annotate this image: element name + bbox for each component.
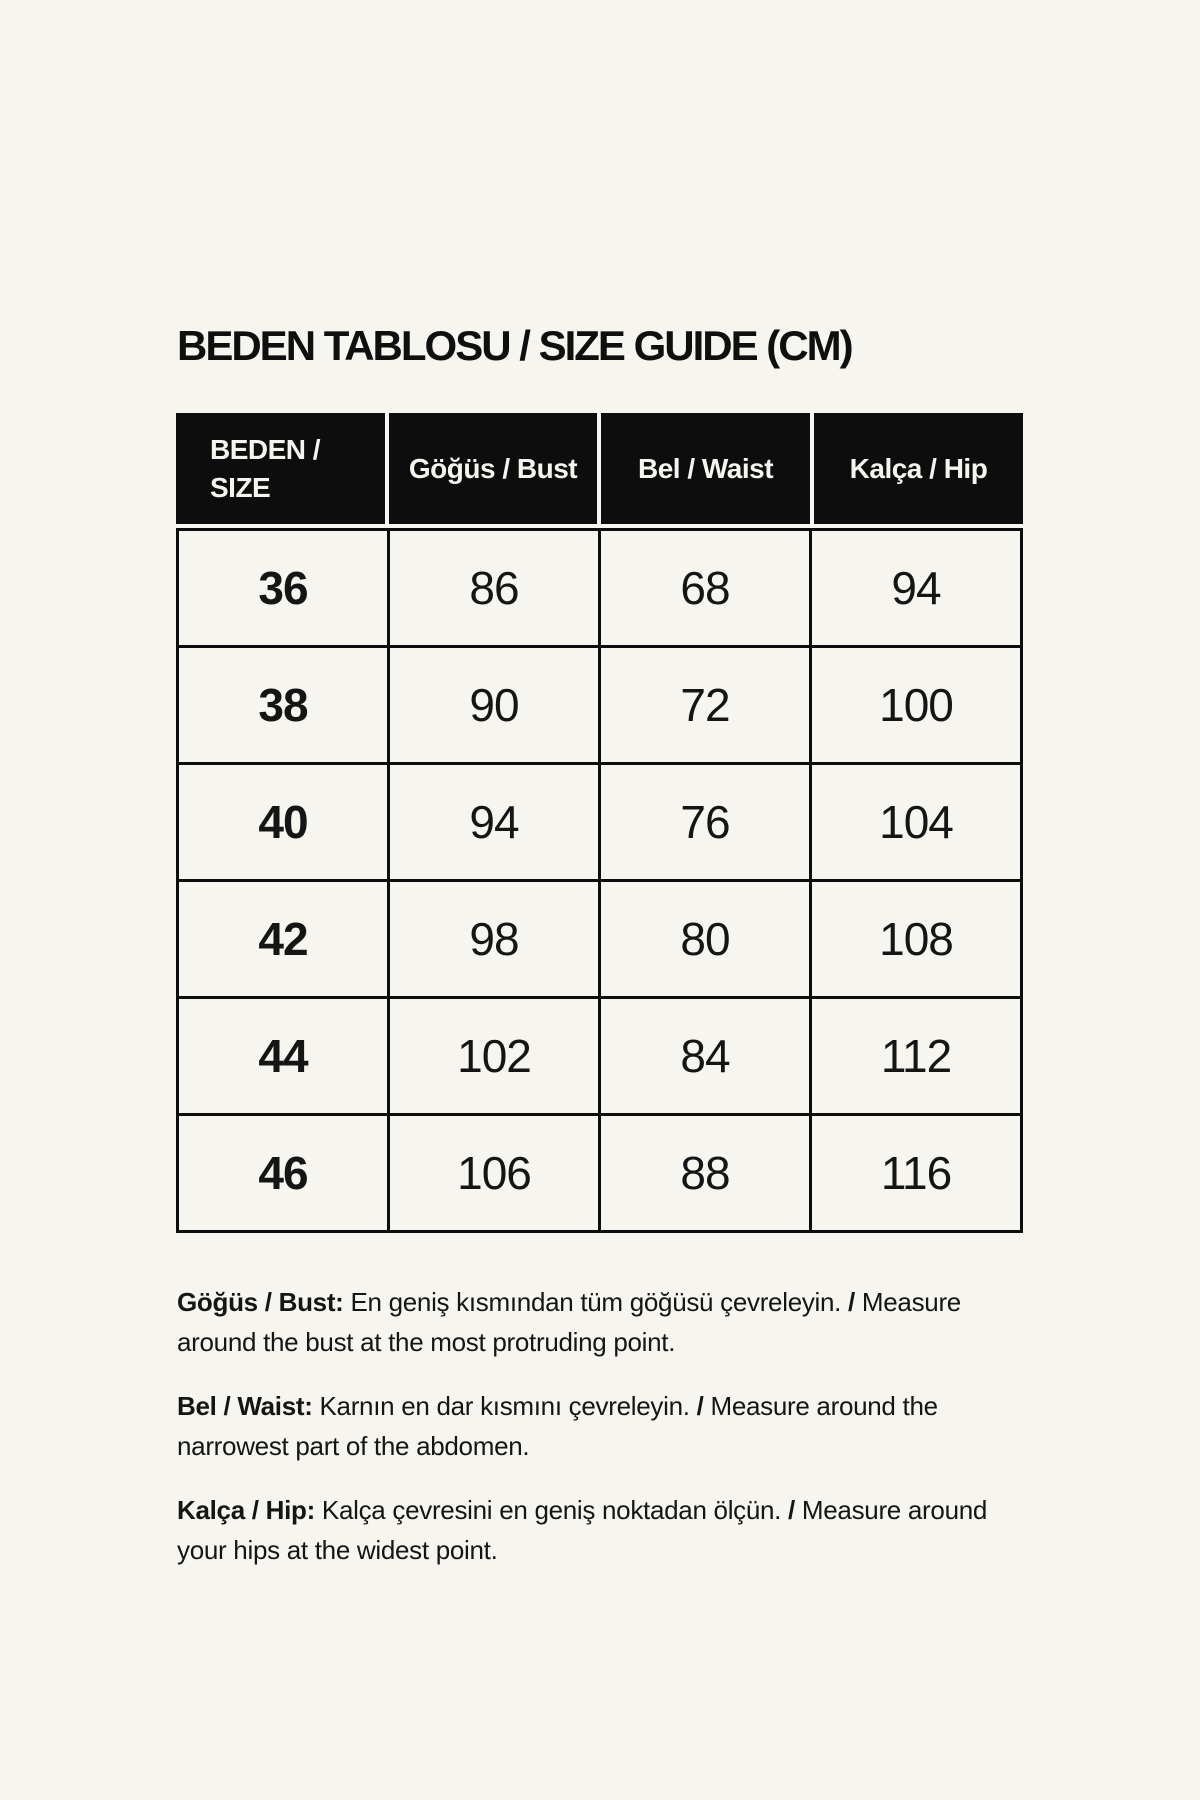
size-value-row-42: 42 <box>179 882 387 996</box>
waist-value-row-44: 84 <box>601 999 809 1113</box>
bust-value-row-42: 98 <box>390 882 598 996</box>
waist-value-row-38: 72 <box>601 648 809 762</box>
size-table-body: 36 86 68 94 38 90 72 100 40 94 76 104 42 98 80 108 44 102… <box>176 528 1023 1233</box>
waist-value-row-42: 80 <box>601 882 809 996</box>
bust-value-row-36: 86 <box>390 531 598 645</box>
hip-note-line: your hips at the widest point. <box>177 1535 498 1565</box>
size-value-row-44: 44 <box>179 999 387 1113</box>
waist-value-row-46: 88 <box>601 1116 809 1230</box>
waist-note-line: narrowest part of the abdomen. <box>177 1431 530 1461</box>
size-value-row-40: 40 <box>179 765 387 879</box>
bust-value-row-46: 106 <box>390 1116 598 1230</box>
size-value-row-38: 38 <box>179 648 387 762</box>
size-table-header-row: BEDEN / SIZE Göğüs / Bust Bel / Waist Kalça … <box>176 413 1023 524</box>
column-header-waist: Bel / Waist <box>601 413 810 524</box>
hip-note-line: Kalça / Hip: Kalça çevresini en geniş no… <box>177 1495 988 1525</box>
bust-note-line: Göğüs / Bust: En geniş kısmından tüm göğ… <box>177 1287 961 1317</box>
hip-value-row-36: 94 <box>812 531 1020 645</box>
hip-value-row-42: 108 <box>812 882 1020 996</box>
hip-value-row-46: 116 <box>812 1116 1020 1230</box>
bust-value-row-44: 102 <box>390 999 598 1113</box>
waist-note-line: Bel / Waist: Karnın en dar kısmını çevre… <box>177 1391 938 1421</box>
hip-value-row-38: 100 <box>812 648 1020 762</box>
bust-value-row-38: 90 <box>390 648 598 762</box>
waist-value-row-40: 76 <box>601 765 809 879</box>
page-title: BEDEN TABLOSU / SIZE GUIDE (CM) <box>177 322 854 369</box>
measurement-notes: Göğüs / Bust: En geniş kısmından tüm göğ… <box>177 1282 1057 1594</box>
size-value-row-46: 46 <box>179 1116 387 1230</box>
hip-note: Kalça / Hip: Kalça çevresini en geniş no… <box>177 1490 1057 1570</box>
waist-value-row-36: 68 <box>601 531 809 645</box>
column-header-hip: Kalça / Hip <box>814 413 1023 524</box>
bust-note: Göğüs / Bust: En geniş kısmından tüm göğ… <box>177 1282 1057 1362</box>
waist-note: Bel / Waist: Karnın en dar kısmını çevre… <box>177 1386 1057 1466</box>
bust-note-line: around the bust at the most protruding p… <box>177 1327 676 1357</box>
column-header-size: BEDEN / SIZE <box>176 413 385 524</box>
bust-value-row-40: 94 <box>390 765 598 879</box>
size-value-row-36: 36 <box>179 531 387 645</box>
column-header-bust: Göğüs / Bust <box>389 413 597 524</box>
hip-value-row-44: 112 <box>812 999 1020 1113</box>
hip-value-row-40: 104 <box>812 765 1020 879</box>
